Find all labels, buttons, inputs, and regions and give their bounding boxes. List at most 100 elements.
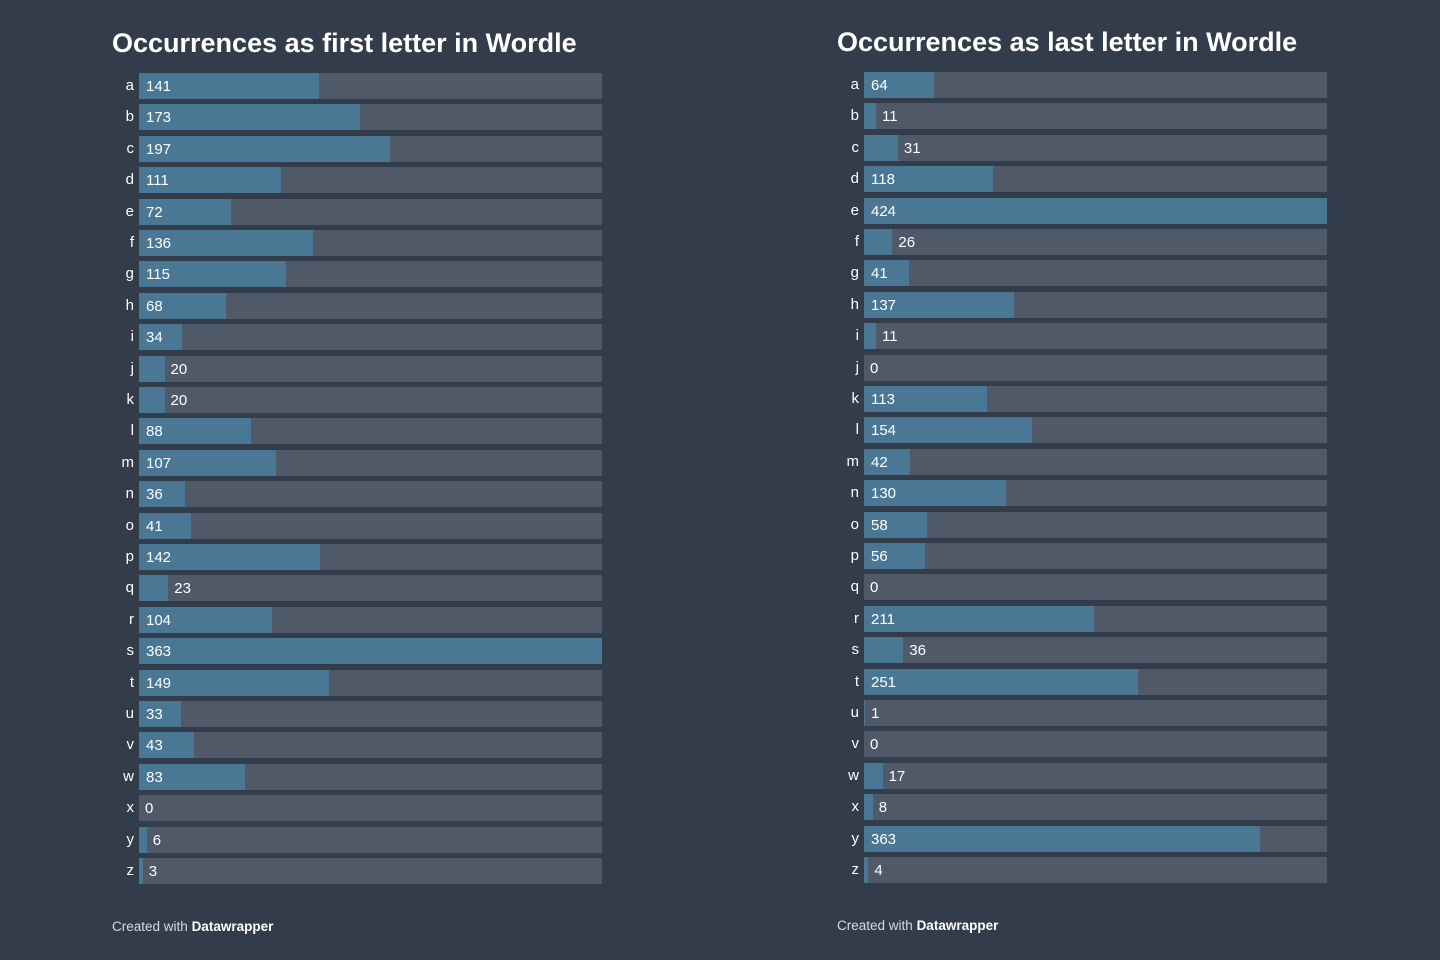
bar-y[interactable]: [139, 826, 147, 853]
bar-v[interactable]: [139, 732, 194, 759]
bar-h[interactable]: [864, 291, 1014, 318]
category-label-p: p: [850, 547, 859, 564]
bar-q[interactable]: [139, 575, 169, 602]
bar-m[interactable]: [139, 449, 276, 476]
category-label-n: n: [850, 484, 859, 502]
bar-u[interactable]: [864, 700, 866, 726]
bar-b[interactable]: [864, 103, 876, 130]
bar-f[interactable]: [139, 230, 313, 256]
bar-z[interactable]: [139, 858, 143, 884]
data-label-r: 211: [871, 610, 895, 628]
bar-t[interactable]: [139, 669, 329, 696]
bar-track-f: 26: [864, 229, 1327, 255]
category-label-o: o: [125, 516, 134, 534]
bar-row-k: k 113: [837, 386, 1327, 412]
bar-w[interactable]: [864, 762, 883, 789]
category-label-i: i: [130, 328, 134, 346]
bar-d[interactable]: [864, 166, 993, 193]
bar-t[interactable]: [864, 668, 1139, 695]
data-label-m: 107: [146, 454, 172, 472]
category-label-c: c: [126, 139, 135, 157]
bar-row-e: e 424: [837, 197, 1327, 224]
bar-p[interactable]: [139, 544, 321, 570]
bar-y[interactable]: [864, 825, 1261, 852]
bar-i[interactable]: [139, 324, 183, 351]
category-label-u: u: [850, 704, 859, 721]
data-label-h: 137: [871, 296, 897, 314]
bar-a[interactable]: [139, 73, 319, 99]
bar-g[interactable]: [864, 260, 909, 287]
category-label-q: q: [850, 578, 859, 596]
bar-row-g: g 41: [837, 260, 1327, 287]
bar-w[interactable]: [139, 763, 245, 790]
category-label-h: h: [850, 295, 859, 313]
bar-row-i: i 11: [837, 323, 1327, 350]
data-label-d: 111: [146, 172, 169, 190]
bar-c[interactable]: [139, 135, 391, 162]
bar-d[interactable]: [139, 167, 281, 194]
bar-o[interactable]: [864, 511, 928, 538]
bar-row-s: s 36: [837, 637, 1327, 664]
bar-s[interactable]: [864, 637, 904, 664]
bar-h[interactable]: [139, 292, 226, 319]
bar-track-s: 36: [864, 637, 1327, 664]
category-label-o: o: [850, 515, 859, 533]
bar-r[interactable]: [139, 606, 272, 633]
data-label-h: 68: [146, 297, 163, 315]
bar-j[interactable]: [139, 355, 165, 382]
bar-k[interactable]: [864, 386, 988, 412]
bar-track-o: 58: [864, 511, 1327, 538]
category-label-m: m: [121, 453, 135, 471]
bar-o[interactable]: [139, 512, 192, 539]
data-label-t: 149: [146, 674, 172, 692]
data-label-i: 34: [146, 329, 163, 347]
bar-f[interactable]: [864, 229, 893, 255]
bar-e[interactable]: [139, 198, 231, 225]
data-label-x: 8: [878, 799, 888, 817]
data-label-w: 83: [146, 768, 163, 786]
credit-brand-link[interactable]: Datawrapper: [191, 919, 274, 934]
category-label-c: c: [851, 138, 860, 156]
bar-g[interactable]: [139, 261, 286, 288]
bar-row-i: i 34: [112, 324, 602, 351]
bar-c[interactable]: [864, 134, 898, 161]
bar-i[interactable]: [864, 323, 876, 350]
bar-l[interactable]: [139, 418, 252, 445]
category-label-g: g: [125, 265, 134, 283]
bar-z[interactable]: [864, 857, 869, 883]
bar-n[interactable]: [864, 480, 1006, 507]
bar-k[interactable]: [139, 387, 165, 413]
bar-s[interactable]: [139, 638, 602, 665]
bar-row-w: w 83: [112, 763, 602, 790]
bar-track-t: 149: [139, 669, 602, 696]
bar-m[interactable]: [864, 448, 910, 475]
bar-x[interactable]: [864, 794, 873, 821]
bar-track-e: 424: [864, 197, 1327, 224]
bar-r[interactable]: [864, 605, 1095, 632]
data-label-l: 154: [871, 422, 897, 440]
bar-l[interactable]: [864, 417, 1033, 444]
bar-b[interactable]: [139, 104, 360, 131]
bar-row-c: c 197: [112, 135, 602, 162]
credit-brand-link[interactable]: Datawrapper: [916, 918, 999, 933]
category-label-l: l: [855, 421, 859, 439]
bar-track-b: 11: [864, 103, 1327, 130]
data-label-w: 17: [888, 767, 906, 785]
category-label-y: y: [851, 829, 860, 847]
bar-track-w: 83: [139, 763, 602, 790]
bar-e[interactable]: [864, 197, 1327, 224]
category-label-q: q: [125, 579, 134, 597]
bar-track-k: 20: [139, 387, 602, 413]
bar-track-i: 11: [864, 323, 1327, 350]
bar-u[interactable]: [139, 701, 182, 727]
data-label-a: 64: [871, 77, 888, 94]
bar-p[interactable]: [864, 543, 926, 569]
bar-a[interactable]: [864, 72, 934, 98]
category-label-t: t: [854, 672, 859, 690]
category-label-j: j: [855, 358, 859, 376]
bar-track-n: 130: [864, 480, 1327, 507]
bar-row-b: b 173: [112, 104, 602, 131]
bar-track-x: 0: [139, 795, 602, 822]
bar-n[interactable]: [139, 481, 185, 508]
